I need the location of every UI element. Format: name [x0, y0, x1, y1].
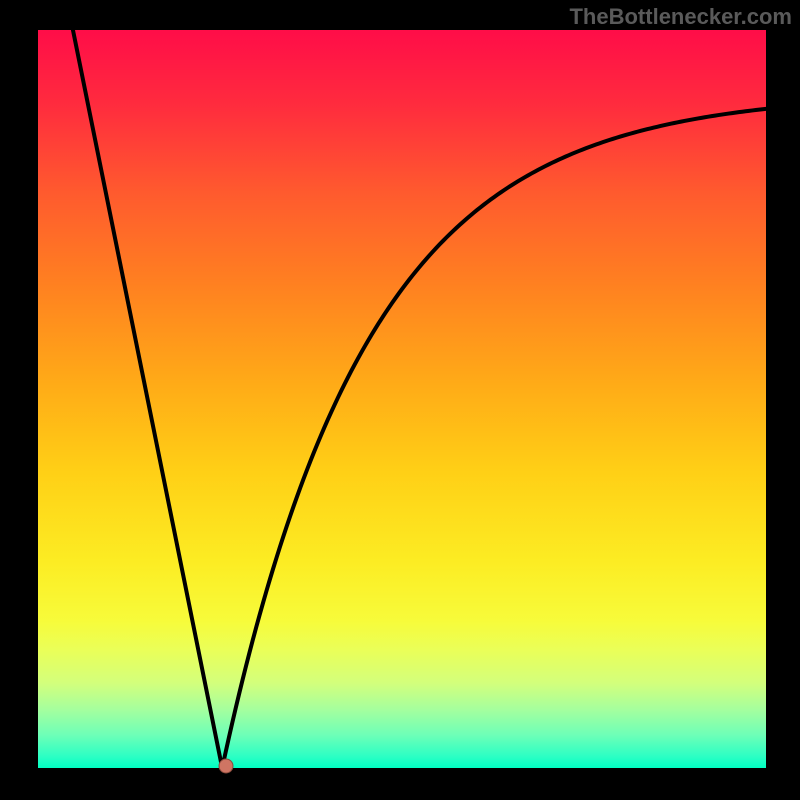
- chart-plot-area: [38, 30, 766, 768]
- minimum-point-marker: [218, 758, 233, 773]
- chart-curve: [38, 30, 766, 768]
- watermark-text: TheBottlenecker.com: [569, 4, 792, 30]
